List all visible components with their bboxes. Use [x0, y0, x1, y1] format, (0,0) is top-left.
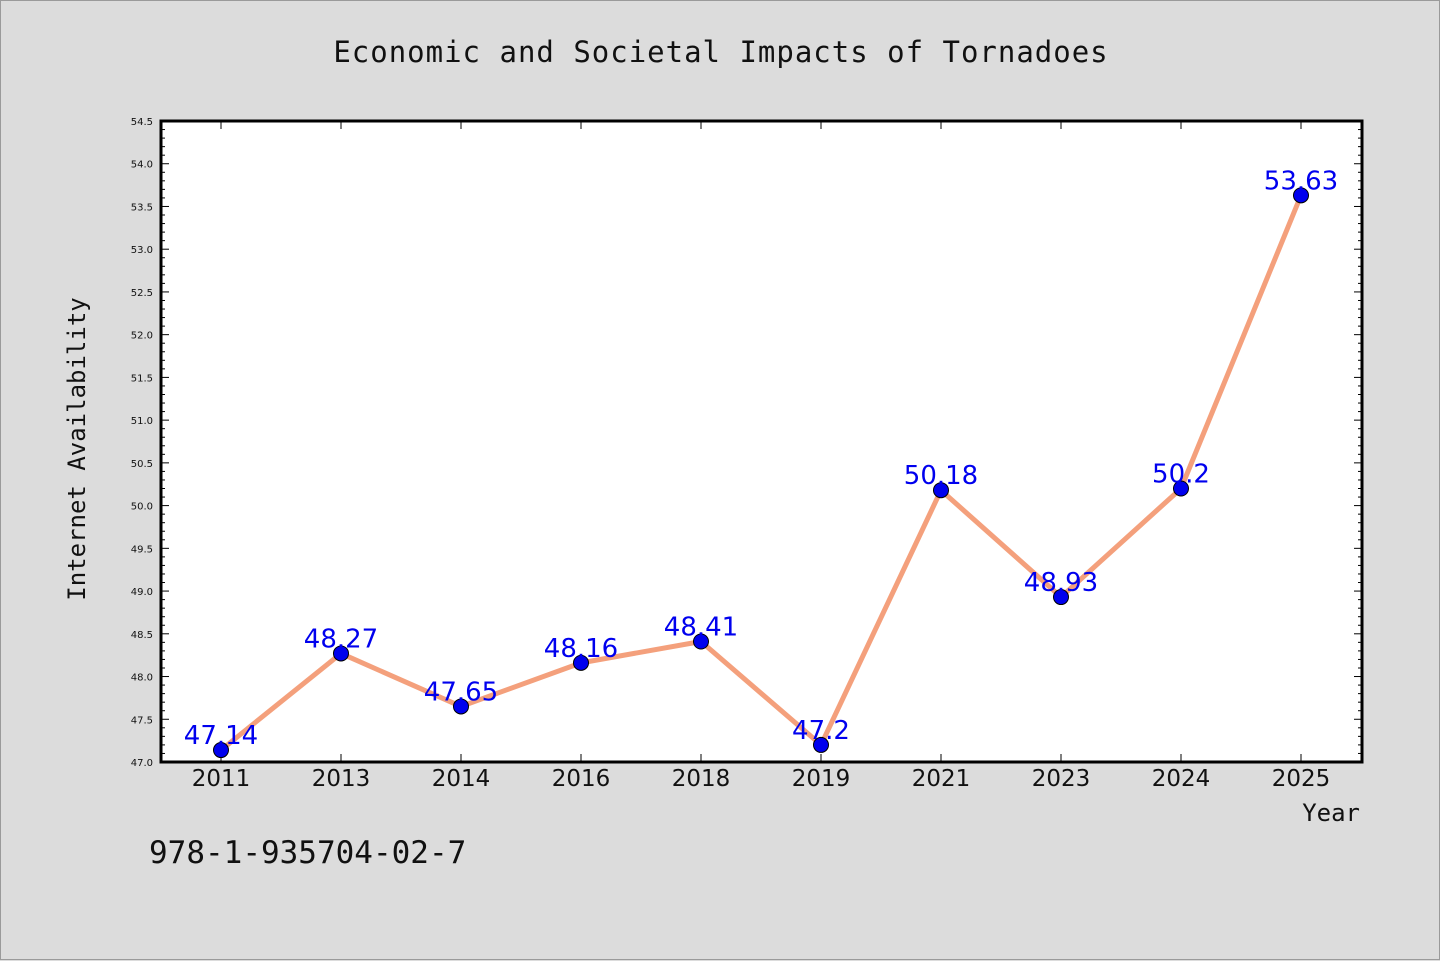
- data-point: [213, 742, 229, 759]
- chart-title: Economic and Societal Impacts of Tornado…: [333, 35, 1109, 69]
- data-point: [573, 654, 589, 671]
- x-tick-label: 2019: [792, 766, 851, 792]
- data-label: 50.2: [1152, 460, 1210, 490]
- data-point: [1293, 187, 1309, 204]
- data-point: [1173, 480, 1189, 497]
- data-label: 47.65: [424, 677, 498, 707]
- y-tick-label: 47.0: [131, 758, 153, 769]
- data-point: [693, 633, 709, 650]
- y-tick-label: 54.0: [131, 160, 153, 171]
- y-tick-label: 48.0: [131, 673, 153, 684]
- x-tick-label: 2018: [672, 766, 731, 792]
- y-tick-label: 48.5: [131, 630, 153, 641]
- y-tick-label: 52.5: [131, 288, 153, 299]
- y-tick-label: 53.0: [131, 245, 153, 256]
- data-label: 48.93: [1024, 568, 1098, 598]
- data-label: 47.2: [792, 716, 850, 746]
- y-tick-label: 49.5: [131, 544, 153, 555]
- data-point: [933, 482, 949, 499]
- y-tick-label: 54.5: [131, 117, 153, 128]
- x-tick-label: 2023: [1032, 766, 1091, 792]
- y-tick-label: 47.5: [131, 715, 153, 726]
- y-tick-label: 51.5: [131, 373, 153, 384]
- y-tick-label: 49.0: [131, 587, 153, 598]
- y-tick-label: 53.5: [131, 202, 153, 213]
- x-tick-label: 2014: [432, 766, 491, 792]
- data-point: [813, 736, 829, 753]
- x-axis: 2011 2013 2014 2016 2018 2019 2021 2023 2024 2025: [192, 121, 1331, 792]
- y-tick-label: 52.0: [131, 331, 153, 342]
- data-label: 48.16: [544, 634, 618, 664]
- x-tick-label: 2013: [312, 766, 371, 792]
- data-point: [453, 698, 469, 715]
- data-label: 50.18: [904, 461, 978, 491]
- y-axis-label: Internet Availability: [63, 297, 91, 600]
- data-point: [1053, 589, 1069, 606]
- y-tick-label: 50.5: [131, 459, 153, 470]
- data-label: 53.63: [1264, 166, 1338, 196]
- data-label: 48.41: [664, 612, 738, 642]
- x-tick-label: 2024: [1152, 766, 1211, 792]
- plot-area: [159, 119, 1364, 764]
- series-line: [218, 192, 1304, 753]
- y-tick-label: 50.0: [131, 502, 153, 513]
- footer-code: 978-1-935704-02-7: [149, 835, 467, 871]
- y-tick-label: 51.0: [131, 416, 153, 427]
- y-axis: 47.0 47.5 48.0 48.5 49.0 49.5 50.0 50.5 51.0 51.5…: [131, 117, 1362, 769]
- data-label: 48.27: [304, 624, 378, 654]
- data-point: [333, 645, 349, 662]
- series-internet-availability: 47.14 48.27 47.65 48.16 48.41 47.2 50.18 48.93 5…: [184, 166, 1338, 759]
- x-axis-label: Year: [1302, 799, 1360, 827]
- x-tick-label: 2016: [552, 766, 611, 792]
- x-tick-label: 2011: [192, 766, 251, 792]
- data-label: 47.14: [184, 721, 258, 751]
- x-tick-label: 2025: [1272, 766, 1331, 792]
- x-tick-label: 2021: [912, 766, 971, 792]
